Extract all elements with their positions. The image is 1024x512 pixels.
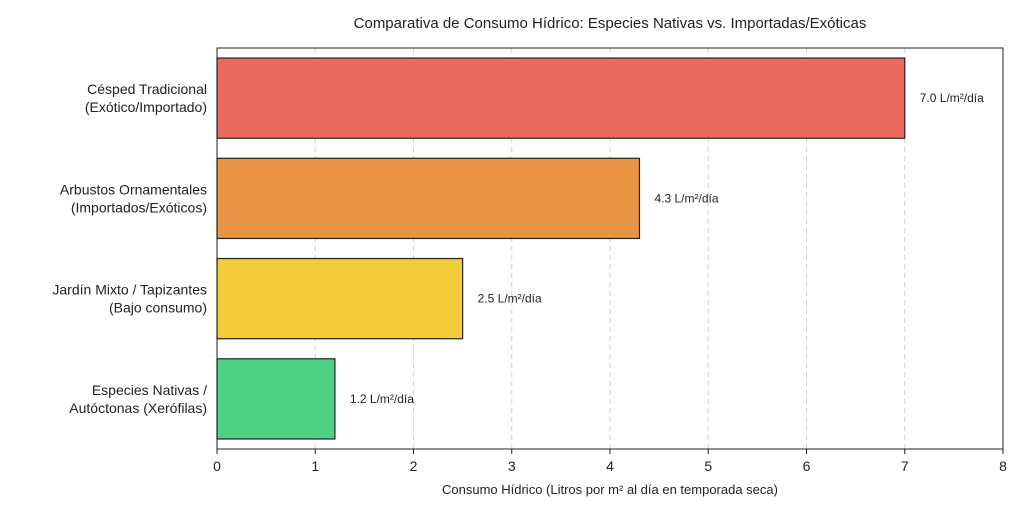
x-tick-label: 0 bbox=[213, 458, 221, 474]
x-tick-label: 1 bbox=[311, 458, 319, 474]
category-label-line: Especies Nativas / bbox=[92, 382, 207, 398]
x-tick-label: 3 bbox=[508, 458, 516, 474]
category-label-line: (Importados/Exóticos) bbox=[71, 199, 207, 215]
chart-title: Comparativa de Consumo Hídrico: Especies… bbox=[354, 15, 867, 32]
bar-value-label: 4.3 L/m²/día bbox=[654, 191, 718, 205]
bar-value-label: 1.2 L/m²/día bbox=[350, 392, 414, 406]
x-tick-label: 8 bbox=[999, 458, 1007, 474]
category-labels: Césped Tradicional (Exótico/Importado) Arb… bbox=[52, 81, 207, 416]
bar-value-label: 2.5 L/m²/día bbox=[478, 292, 542, 306]
category-label: Césped Tradicional (Exótico/Importado) bbox=[85, 81, 207, 115]
x-ticks: 0 1 2 3 4 5 6 7 8 bbox=[213, 449, 1007, 474]
x-tick-label: 4 bbox=[606, 458, 614, 474]
category-label: Jardín Mixto / Tapizantes (Bajo consumo) bbox=[52, 282, 207, 316]
bar bbox=[216, 358, 336, 440]
bars bbox=[216, 57, 906, 440]
category-label-line: Césped Tradicional bbox=[87, 81, 207, 97]
plot-frame bbox=[216, 47, 1004, 450]
category-label: Especies Nativas / Autóctonas (Xerófilas) bbox=[69, 382, 207, 416]
category-label-line: Jardín Mixto / Tapizantes bbox=[52, 282, 207, 298]
category-label: Arbustos Ornamentales (Importados/Exótico… bbox=[60, 181, 207, 215]
x-tick-label: 6 bbox=[803, 458, 811, 474]
data-labels: 7.0 L/m²/día 4.3 L/m²/día 2.5 L/m²/día 1.2 … bbox=[350, 91, 984, 406]
x-tick-label: 5 bbox=[704, 458, 712, 474]
bar bbox=[216, 157, 641, 240]
bar bbox=[216, 257, 464, 340]
x-axis-title: Consumo Hídrico (Litros por m² al día en… bbox=[442, 482, 778, 497]
category-label-line: Autóctonas (Xerófilas) bbox=[69, 400, 207, 416]
bar bbox=[216, 57, 906, 139]
category-label-line: Arbustos Ornamentales bbox=[60, 181, 207, 197]
category-label-line: (Exótico/Importado) bbox=[85, 99, 207, 115]
category-label-line: (Bajo consumo) bbox=[109, 300, 207, 316]
x-tick-label: 7 bbox=[901, 458, 909, 474]
x-tick-label: 2 bbox=[410, 458, 418, 474]
bar-value-label: 7.0 L/m²/día bbox=[920, 91, 984, 105]
